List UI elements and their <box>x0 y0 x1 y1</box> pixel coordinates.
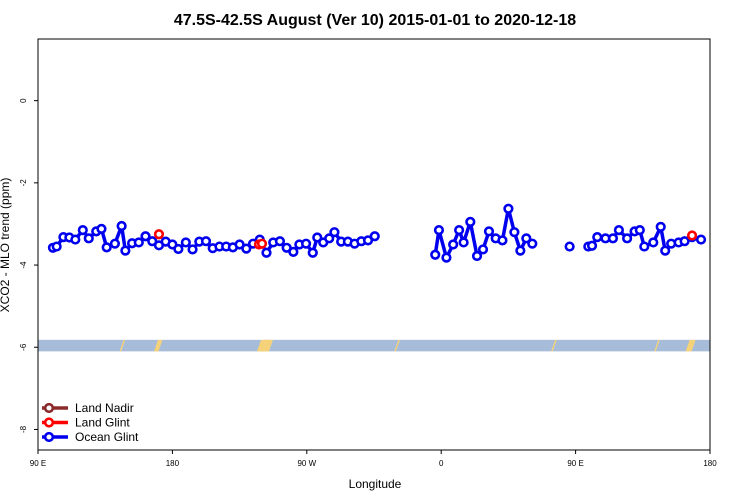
ocean-glint-point <box>503 203 514 214</box>
ocean-glint-point <box>521 233 532 244</box>
ocean-glint-point <box>140 231 151 242</box>
x-tick-label: 180 <box>166 459 180 468</box>
land-patch <box>153 339 163 352</box>
land-glint-point <box>686 230 698 241</box>
x-tick-label: 90 W <box>297 459 316 468</box>
y-tick-label: -2 <box>19 179 28 187</box>
ocean-glint-point <box>96 223 107 234</box>
ocean-glint-point <box>116 220 127 232</box>
y-tick-label: -6 <box>19 343 28 351</box>
ocean-glint-point <box>430 249 441 260</box>
ocean-glint-point <box>471 250 483 262</box>
ocean-glint-point <box>101 242 112 253</box>
y-axis: 0 -2 -4 -6 -8 <box>19 98 38 433</box>
ocean-glint-point <box>77 225 88 236</box>
ocean-glint-point <box>497 235 508 246</box>
ocean-glint-point <box>527 238 538 249</box>
ocean-glint-point <box>613 225 625 236</box>
ocean-glint-point <box>200 236 212 247</box>
y-tick-label: -4 <box>19 261 28 269</box>
land-ocean-band <box>38 339 710 352</box>
legend-item: Land Nadir <box>42 401 134 415</box>
ocean-glint-point <box>509 227 520 238</box>
ocean-glint-point <box>369 231 380 242</box>
ocean-glint-point <box>70 234 81 245</box>
ocean-glint-point <box>109 238 121 249</box>
ocean-band <box>38 339 710 352</box>
ocean-glint-point <box>607 233 619 244</box>
y-tick-label: -8 <box>19 425 28 433</box>
ocean-glint-point <box>639 241 650 252</box>
ocean-glint-point <box>634 225 645 236</box>
ocean-glint-point <box>655 221 666 232</box>
land-patch <box>260 339 273 352</box>
legend-marker <box>43 431 55 443</box>
ocean-glint-point <box>483 226 495 237</box>
ocean-glint-point <box>564 241 575 252</box>
x-axis: 90 E 180 90 W 0 90 E 180 <box>30 450 717 468</box>
land-patch <box>551 339 557 352</box>
ocean-glint-point <box>592 232 603 243</box>
ocean-glint-point <box>187 244 198 255</box>
ocean-glint-point <box>622 233 633 244</box>
ocean-glint-point <box>465 216 476 227</box>
ocean-glint-point <box>120 245 131 256</box>
ocean-glint-point <box>448 239 459 250</box>
ocean-glint-point <box>648 237 659 248</box>
ocean-glint-point <box>324 233 335 244</box>
ocean-glint-point <box>586 240 598 251</box>
ocean-glint-point <box>51 241 62 252</box>
ocean-glint-point <box>329 227 340 238</box>
ocean-glint-point <box>660 245 671 256</box>
land-patch <box>394 339 400 352</box>
x-axis-label: Longitude <box>349 477 402 491</box>
x-tick-label: 90 E <box>30 459 46 468</box>
ocean-glint-point <box>261 247 272 258</box>
ocean-glint-point <box>173 243 184 255</box>
legend-item: Ocean Glint <box>42 430 139 444</box>
ocean-glint-point <box>133 237 144 248</box>
legend-label: Ocean Glint <box>75 430 139 444</box>
legend-marker <box>43 417 55 428</box>
ocean-glint-point <box>477 244 489 255</box>
ocean-glint-point <box>180 237 191 248</box>
ocean-glint-point <box>454 225 465 236</box>
land-glint-point <box>256 238 268 249</box>
ocean-glint-point <box>307 247 318 258</box>
x-tick-label: 180 <box>703 459 717 468</box>
ocean-glint-point <box>515 245 526 256</box>
ocean-glint-point <box>288 246 299 257</box>
series-layer <box>47 203 707 263</box>
x-tick-label: 90 E <box>567 459 583 468</box>
ocean-glint-point <box>241 243 252 254</box>
plot-frame <box>37 38 711 451</box>
land-patch <box>119 339 126 352</box>
ocean-glint-point <box>441 252 452 263</box>
ocean-glint-point <box>458 237 469 248</box>
y-axis-label: XCO2 - MLO trend (ppm) <box>0 178 12 313</box>
ocean-glint-point <box>300 238 312 249</box>
ocean-glint-point <box>433 225 445 236</box>
land-glint-point <box>153 229 165 240</box>
ocean-glint-point <box>274 236 286 247</box>
legend-marker <box>43 402 55 414</box>
ocean-glint-point <box>83 233 94 244</box>
land-patch <box>654 339 660 352</box>
legend-item: Land Glint <box>42 416 130 430</box>
x-tick-label: 0 <box>439 459 444 468</box>
chart-title: 47.5S-42.5S August (Ver 10) 2015-01-01 t… <box>174 12 576 29</box>
y-tick-label: 0 <box>19 98 28 103</box>
legend-label: Land Glint <box>75 416 130 430</box>
legend-label: Land Nadir <box>75 401 134 415</box>
land-patch <box>685 339 696 352</box>
ocean-glint-point <box>695 234 707 245</box>
ocean-glint-point <box>679 236 690 247</box>
